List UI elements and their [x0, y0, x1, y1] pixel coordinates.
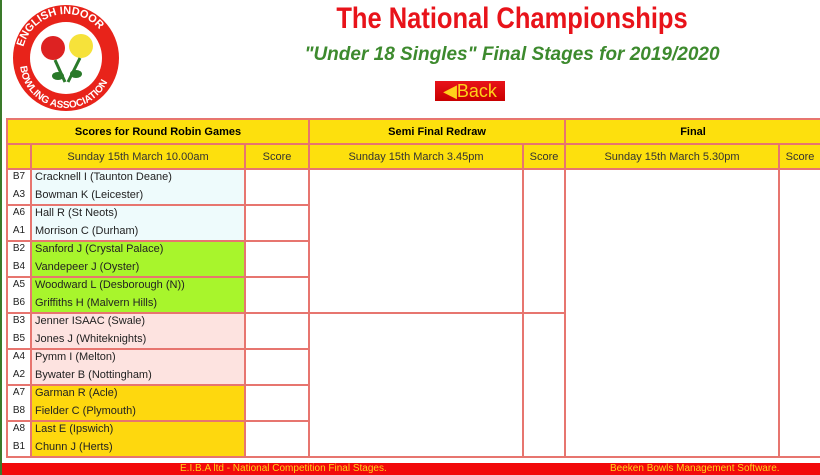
seed-header	[6, 143, 32, 170]
semi-score-cell	[522, 312, 567, 458]
table-row: B2 B4 Sanford J (Crystal Palace) Vandepeer…	[6, 240, 820, 278]
table-row: B3 B5 Jenner ISAAC (Swale) Jones J (Whitek…	[6, 312, 820, 458]
score-header: Score	[778, 143, 820, 170]
player-name: Last E (Ipswich)	[35, 423, 114, 435]
score-cell	[243, 168, 311, 206]
seed: B6	[12, 297, 26, 308]
player-name: Pymm I (Melton)	[35, 351, 116, 363]
player-name: Sanford J (Crystal Palace)	[35, 243, 164, 255]
seed-cell: B7 A3	[6, 168, 32, 206]
score-cell	[243, 240, 311, 278]
player-name: Jenner ISAAC (Swale)	[35, 315, 146, 327]
semi-final-header: Semi Final Redraw	[308, 118, 567, 145]
round-robin-date: Sunday 15th March 10.00am	[30, 143, 246, 170]
seed-cell: A4 A2	[6, 348, 32, 386]
page-title: The National Championships	[336, 2, 688, 35]
table-row: A4 A2 Pymm I (Melton) Bywater B (Nottingha…	[6, 348, 820, 386]
results-table: Scores for Round Robin Games Semi Final …	[5, 118, 820, 458]
score-cell	[243, 420, 311, 458]
seed-cell: B2 B4	[6, 240, 32, 278]
round-robin-header: Scores for Round Robin Games	[5, 118, 311, 145]
table-row: A6 A1 Hall R (St Neots) Morrison C (Durham…	[6, 204, 820, 242]
seed-cell: B3 B5	[6, 312, 32, 350]
player-name: Woodward L (Desborough (N))	[35, 279, 185, 291]
score-cell	[243, 348, 311, 386]
match-cell: Garman R (Acle) Fielder C (Plymouth)	[30, 384, 246, 422]
player-name: Jones J (Whiteknights)	[35, 333, 147, 345]
score-cell	[243, 384, 311, 422]
score-header: Score	[243, 143, 311, 170]
match-cell: Hall R (St Neots) Morrison C (Durham)	[30, 204, 246, 242]
player-name: Morrison C (Durham)	[35, 225, 139, 237]
seed: A4	[12, 351, 26, 362]
player-name: Fielder C (Plymouth)	[35, 405, 136, 417]
seed-cell: A8 B1	[6, 420, 32, 458]
player-name: Bowman K (Leicester)	[35, 189, 144, 201]
match-cell: Pymm I (Melton) Bywater B (Nottingham)	[30, 348, 246, 386]
score-cell	[243, 204, 311, 242]
seed: B3	[12, 315, 26, 326]
seed: A7	[12, 387, 26, 398]
table-row: A5 B6 Woodward L (Desborough (N)) Griffith…	[6, 276, 820, 314]
seed-cell: A6 A1	[6, 204, 32, 242]
page-subtitle: "Under 18 Singles" Final Stages for 2019…	[304, 44, 720, 65]
seed: A6	[12, 207, 26, 218]
table-row: B7 A3 Cracknell I (Taunton Deane) Bowman K…	[6, 168, 820, 458]
table-row: A7 B8 Garman R (Acle) Fielder C (Plymouth)	[6, 384, 820, 422]
score-cell	[243, 276, 311, 314]
semi-score-cell	[522, 168, 567, 314]
final-cell	[564, 168, 781, 458]
match-cell: Last E (Ipswich) Chunn J (Herts)	[30, 420, 246, 458]
player-name: Bywater B (Nottingham)	[35, 369, 152, 381]
semi-final-date: Sunday 15th March 3.45pm	[308, 143, 525, 170]
eiba-logo: ENGLISH INDOOR BOWLING ASSOCIATION	[13, 5, 119, 111]
match-cell: Sanford J (Crystal Palace) Vandepeer J (O…	[30, 240, 246, 278]
score-header: Score	[522, 143, 567, 170]
match-cell: Jenner ISAAC (Swale) Jones J (Whiteknight…	[30, 312, 246, 350]
match-cell: Woodward L (Desborough (N)) Griffiths H (…	[30, 276, 246, 314]
seed-cell: A7 B8	[6, 384, 32, 422]
final-header: Final	[564, 118, 820, 145]
seed: B4	[12, 261, 26, 272]
back-button[interactable]: ◀Back	[435, 81, 505, 101]
player-name: Griffiths H (Malvern Hills)	[35, 297, 158, 309]
semi-final-cell	[308, 168, 525, 314]
score-cell	[243, 312, 311, 350]
seed: B2	[12, 243, 26, 254]
final-date: Sunday 15th March 5.30pm	[564, 143, 781, 170]
seed: B5	[12, 333, 26, 344]
seed-cell: A5 B6	[6, 276, 32, 314]
footer-left: E.I.B.A ltd - National Competition Final…	[180, 463, 387, 474]
seed: B7	[12, 171, 26, 182]
semi-final-cell	[308, 312, 525, 458]
player-name: Vandepeer J (Oyster)	[35, 261, 140, 273]
seed: A8	[12, 423, 26, 434]
player-name: Chunn J (Herts)	[35, 441, 113, 453]
seed: A2	[12, 369, 26, 380]
seed: B8	[12, 405, 26, 416]
footer-right: Beeken Bowls Management Software.	[610, 463, 780, 474]
seed: A5	[12, 279, 26, 290]
player-name: Hall R (St Neots)	[35, 207, 118, 219]
seed: A3	[12, 189, 26, 200]
seed: A1	[12, 225, 26, 236]
seed: B1	[12, 441, 26, 452]
table-row: A8 B1 Last E (Ipswich) Chunn J (Herts)	[6, 420, 820, 458]
footer: E.I.B.A ltd - National Competition Final…	[2, 463, 820, 475]
match-cell: Cracknell I (Taunton Deane) Bowman K (Lei…	[30, 168, 246, 206]
final-score-cell	[778, 168, 820, 458]
player-name: Cracknell I (Taunton Deane)	[35, 171, 172, 183]
back-arrow-icon: ◀	[443, 81, 457, 101]
player-name: Garman R (Acle)	[35, 387, 118, 399]
